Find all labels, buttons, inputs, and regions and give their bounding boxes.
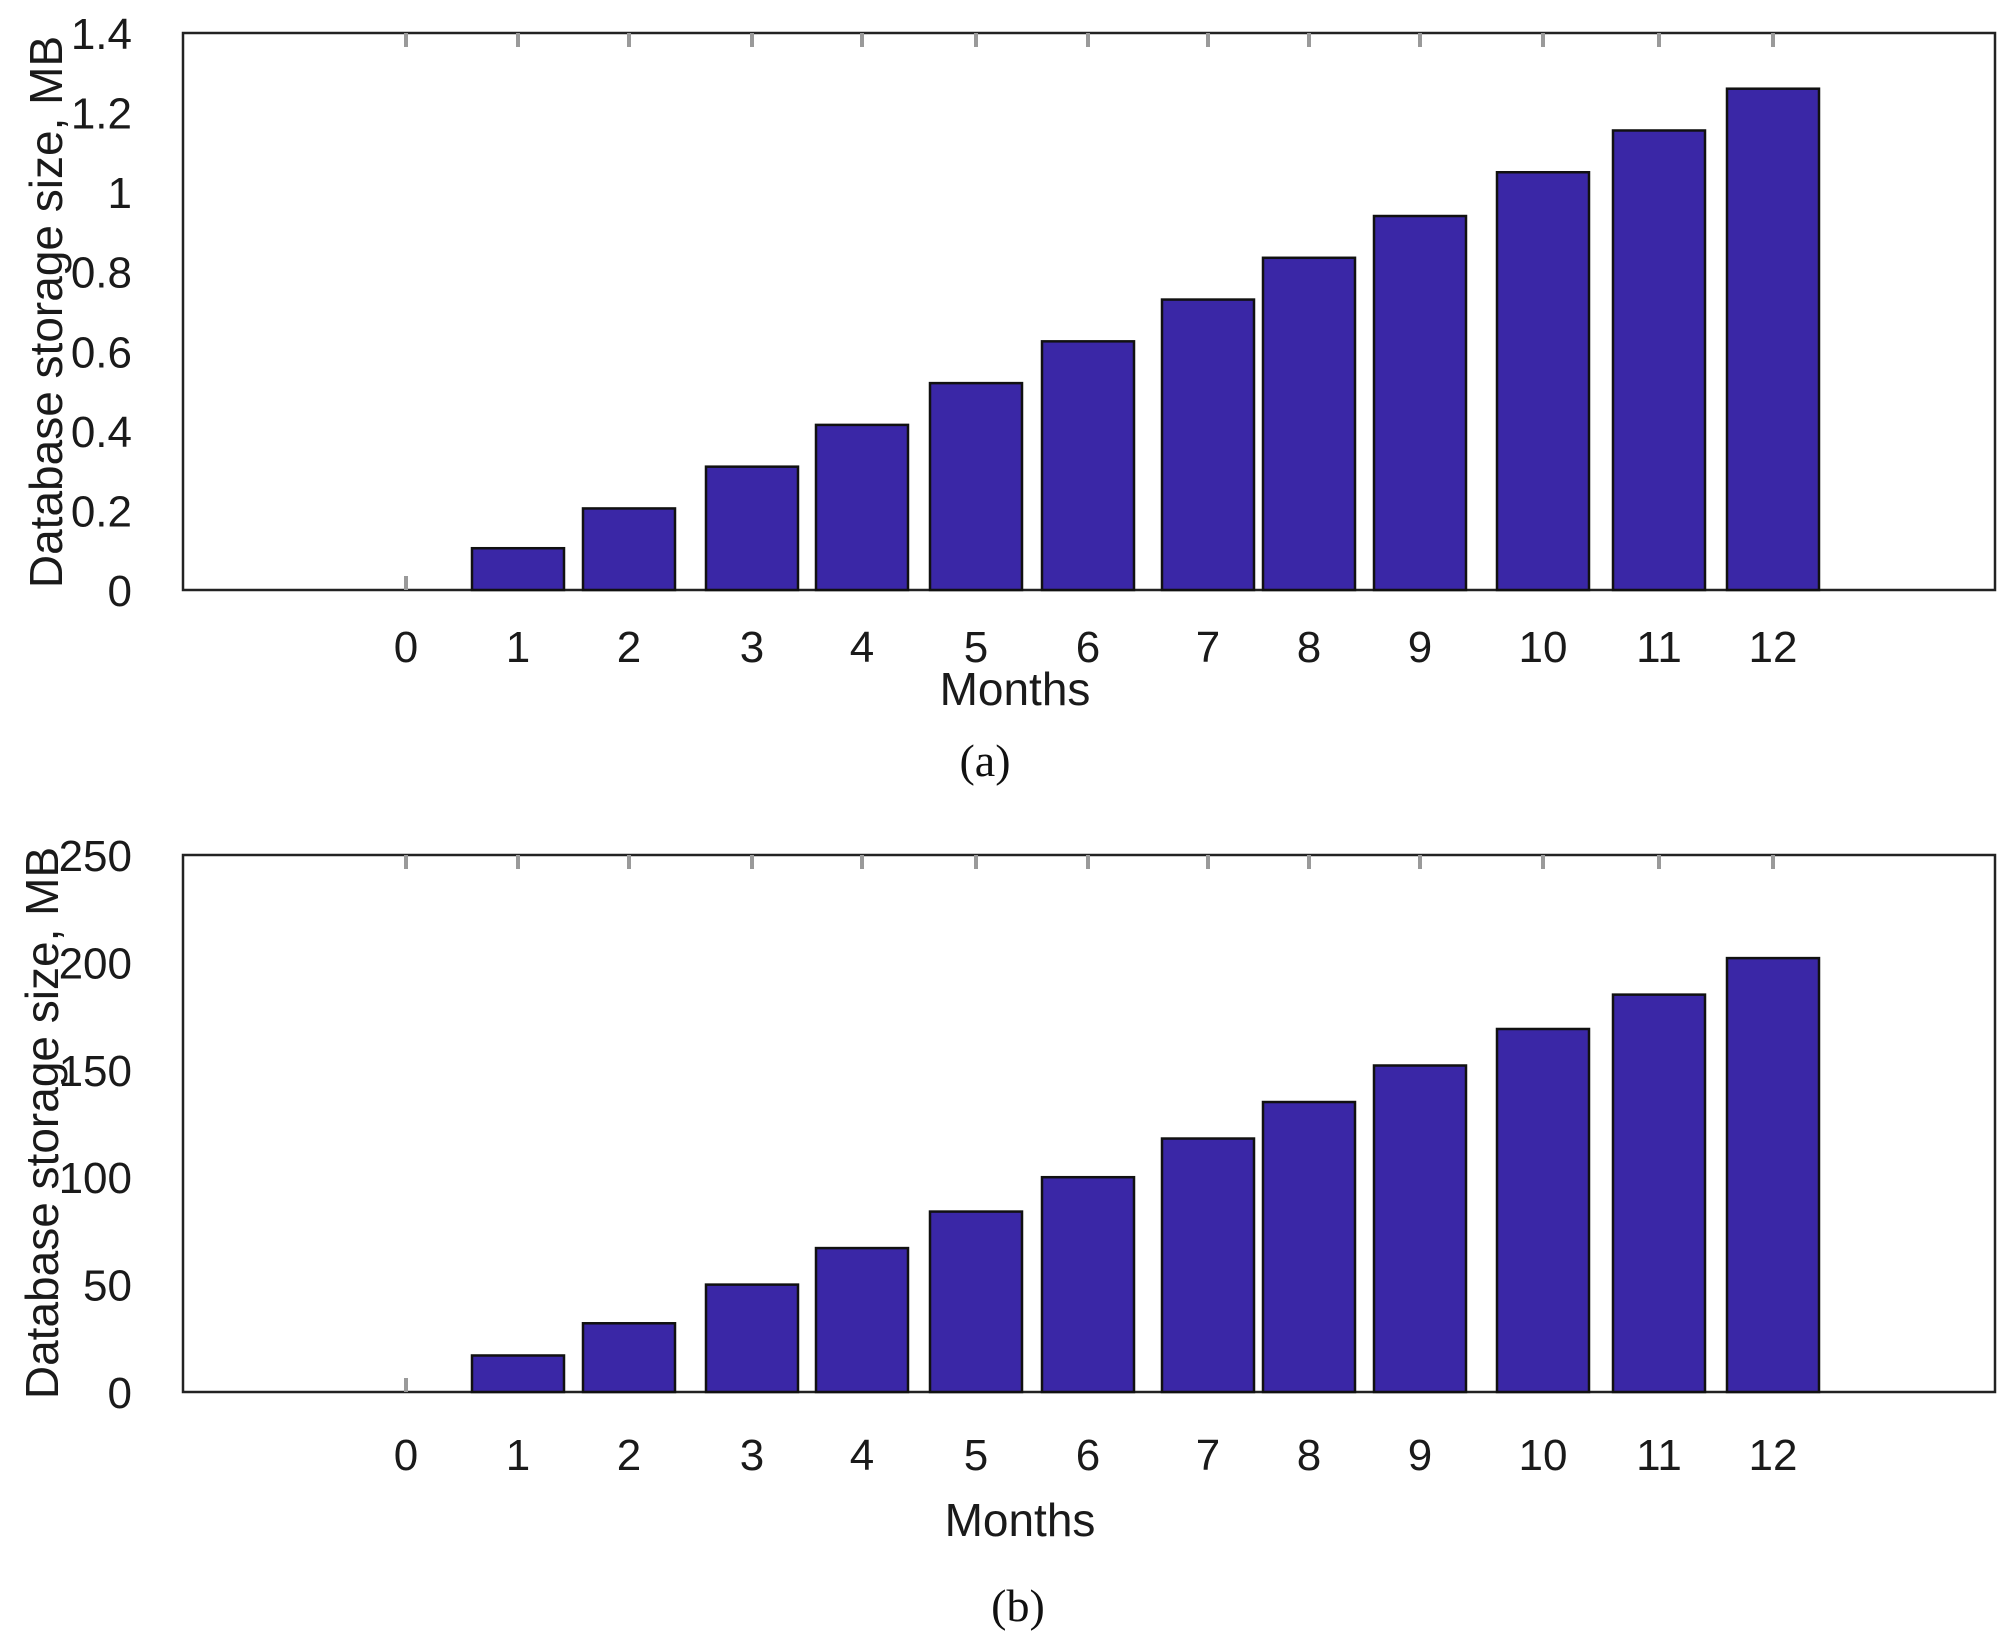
x-tick-label: 4 [850, 623, 874, 672]
y-tick-label: 0.4 [71, 408, 132, 457]
x-tick-label: 11 [1636, 623, 1682, 672]
bar-month-4 [814, 423, 910, 592]
bar-month-11 [1611, 129, 1707, 592]
bar-month-6 [1040, 340, 1136, 592]
bar-month-1 [470, 546, 566, 592]
bar-month-2 [581, 1322, 677, 1394]
x-tick-label: 6 [1076, 1431, 1100, 1480]
bar-month-12 [1725, 956, 1821, 1394]
y-axis-title-b: Database storage size, MB [16, 847, 68, 1399]
x-tick-label: 4 [850, 1431, 874, 1480]
y-axis-title-a: Database storage size, MB [20, 36, 72, 588]
y-tick-label: 0 [108, 1369, 132, 1418]
y-tick-label: 1 [108, 169, 132, 218]
y-tick-label: 0.8 [71, 249, 132, 298]
bar-month-5 [928, 381, 1024, 592]
bars-a [470, 87, 1821, 592]
bar-month-3 [704, 1283, 800, 1394]
bar-month-8 [1261, 256, 1357, 592]
x-tick-label: 12 [1749, 623, 1798, 672]
x-tick-label: 3 [740, 1431, 764, 1480]
x-tick-label: 1 [506, 623, 530, 672]
x-tick-label: 0 [394, 623, 418, 672]
chart-panel-a: 00.20.40.60.811.21.4 0 1 2 3 4 5 6 7 8 9 10 11 12 Mo… [20, 10, 1997, 786]
y-tick-label: 200 [59, 939, 132, 988]
bar-month-10 [1495, 171, 1591, 592]
x-tick-label: 5 [964, 623, 988, 672]
x-tick-label: 7 [1196, 1431, 1220, 1480]
y-tick-label: 50 [83, 1262, 132, 1311]
y-tick-labels-a: 0 0.2 0.4 0.6 0.8 1 1.2 1.4 [71, 10, 132, 616]
x-axis-title-b: Months [945, 1494, 1096, 1546]
bar-month-2 [581, 507, 677, 592]
y-tick-label: 0.2 [71, 487, 132, 536]
x-tick-label: 0 [394, 1431, 418, 1480]
y-tick-label: 0.6 [71, 328, 132, 377]
y-tick-label: 150 [59, 1047, 132, 1096]
bar-month-8 [1261, 1100, 1357, 1394]
y-tick-label: 100 [59, 1154, 132, 1203]
x-tick-label: 8 [1297, 623, 1321, 672]
bar-month-7 [1160, 298, 1256, 592]
bar-month-7 [1160, 1137, 1256, 1394]
bar-month-1 [470, 1354, 566, 1394]
x-tick-label: 8 [1297, 1431, 1321, 1480]
x-tick-label: 11 [1636, 1431, 1682, 1480]
x-tick-label: 2 [617, 623, 641, 672]
y-tick-label: 0 [108, 567, 132, 616]
x-tick-label: 9 [1408, 1431, 1432, 1480]
x-tick-label: 7 [1196, 623, 1220, 672]
bars-b [470, 956, 1821, 1394]
x-tick-label: 2 [617, 1431, 641, 1480]
bar-month-11 [1611, 993, 1707, 1394]
x-tick-label: 9 [1408, 623, 1432, 672]
bar-month-6 [1040, 1175, 1136, 1394]
x-tick-label: 5 [964, 1431, 988, 1480]
y-tick-label: 1.2 [71, 90, 132, 139]
x-axis-title-a: Months [940, 663, 1091, 715]
x-tick-label: 1 [506, 1431, 530, 1480]
bar-month-5 [928, 1210, 1024, 1394]
y-tick-label: 1.4 [71, 10, 132, 59]
bar-month-9 [1372, 214, 1468, 592]
x-tick-label: 10 [1519, 1431, 1568, 1480]
x-tick-label: 3 [740, 623, 764, 672]
x-tick-label: 10 [1519, 623, 1568, 672]
bar-month-4 [814, 1246, 910, 1394]
x-tick-label: 6 [1076, 623, 1100, 672]
caption-b: (b) [991, 1580, 1045, 1631]
x-tick-label: 12 [1749, 1431, 1798, 1480]
bar-month-3 [704, 465, 800, 592]
bar-month-10 [1495, 1027, 1591, 1394]
caption-a: (a) [959, 735, 1010, 786]
bar-month-12 [1725, 87, 1821, 592]
y-tick-labels-b: 0 50 100 150 200 250 [59, 832, 132, 1418]
x-tick-labels-b: 0 1 2 3 4 5 6 7 8 9 10 11 12 [394, 1431, 1798, 1480]
y-tick-label: 250 [59, 832, 132, 881]
bar-month-9 [1372, 1064, 1468, 1394]
x-tick-labels-a: 0 1 2 3 4 5 6 7 8 9 10 11 12 [394, 623, 1798, 672]
